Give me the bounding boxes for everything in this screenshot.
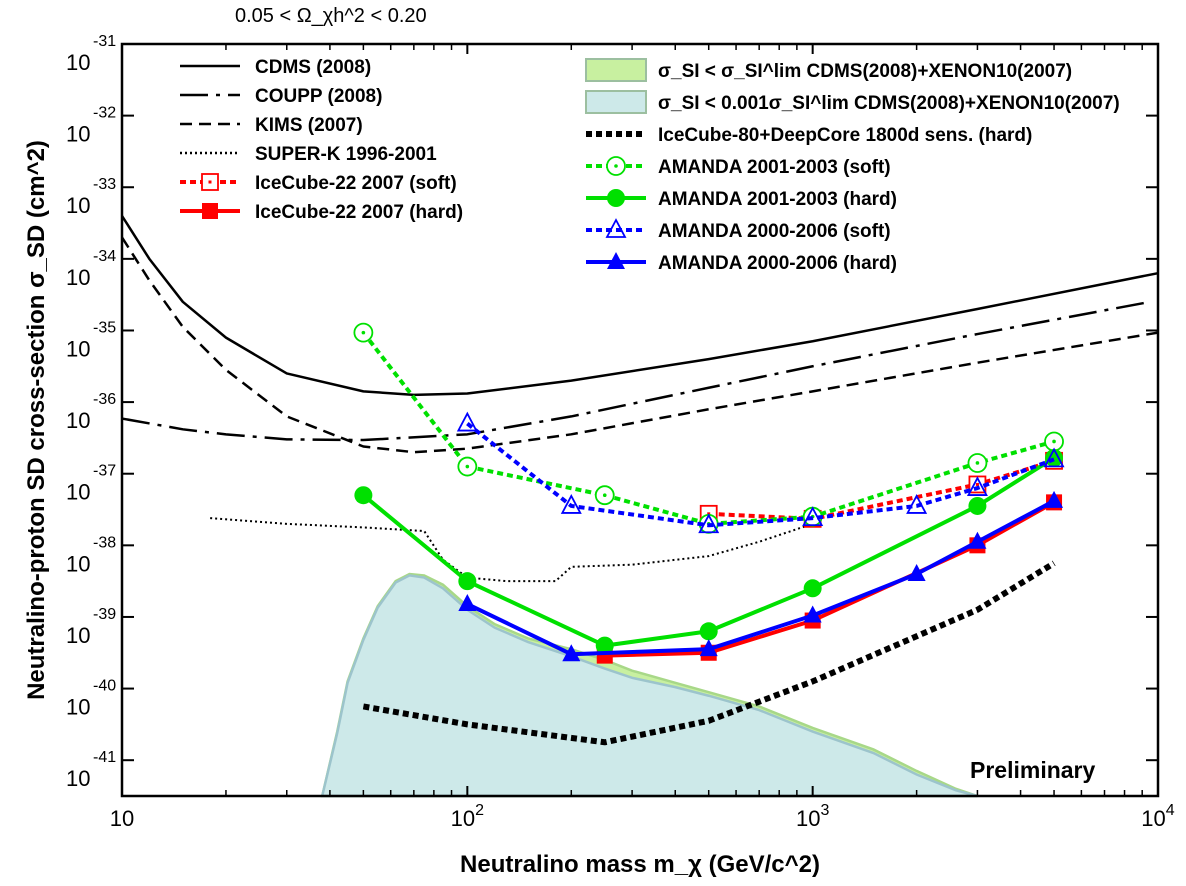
series-10-point-3	[803, 605, 822, 623]
y-tick-label-0: 10-31	[66, 33, 116, 75]
legend-right-label-1: σ_SI < 0.001σ_SI^lim CDMS(2008)+XENON10(…	[658, 93, 1120, 114]
legend-right-label-4: AMANDA 2001-2003 (hard)	[658, 189, 897, 210]
series-8-point-3	[699, 622, 718, 641]
series-line-6	[362, 560, 1056, 746]
legend-right-marker-5	[605, 218, 627, 238]
y-tick-label-10: 10-41	[66, 749, 116, 791]
region-1	[320, 574, 978, 798]
series-9-point-3	[802, 506, 824, 527]
legend-left-label-1: COUPP (2008)	[255, 86, 382, 107]
series-line-2	[120, 236, 1159, 454]
legend-left-label-0: CDMS (2008)	[255, 57, 371, 78]
series-9-point-5	[966, 476, 988, 496]
series-line-9	[466, 422, 1055, 528]
legend-left-marker-4	[201, 173, 219, 191]
legend-left-label-5: IceCube-22 2007 (hard)	[255, 202, 463, 223]
legend: CDMS (2008) COUPP (2008) KIMS (2007) SUPER-…	[180, 57, 1120, 274]
series-9-point-1	[560, 494, 582, 514]
y-tick-label-4: 10-35	[66, 319, 116, 361]
y-tick-label-7: 10-38	[66, 534, 116, 576]
series-10-point-1	[562, 644, 581, 662]
series-7-point-1	[457, 456, 478, 477]
x-tick-label-0: 10	[110, 806, 134, 831]
legend-right-marker-4	[607, 189, 625, 207]
legend-left-label-2: KIMS (2007)	[255, 115, 363, 136]
series-8-point-4	[803, 579, 822, 598]
legend-right-label-2: IceCube-80+DeepCore 1800d sens. (hard)	[658, 125, 1032, 146]
legend-left-label-3: SUPER-K 1996-2001	[255, 144, 437, 165]
series-9-point-0	[456, 411, 478, 432]
legend-right-swatch-1	[585, 90, 647, 114]
series-9-point-6	[1043, 447, 1065, 468]
series-line-1	[121, 300, 1151, 442]
series-group	[120, 215, 1159, 746]
series-8-point-6	[1045, 448, 1064, 467]
axis-ticks: 10 102 103 104 10-31 10-32 10-33 10-34 10-35 10-3…	[66, 33, 1175, 831]
header-annotation: 0.05 < Ω_χh^2 < 0.20	[235, 5, 427, 27]
series-8-point-2	[595, 636, 614, 655]
y-tick-label-1: 10-32	[66, 105, 116, 147]
series-10-point-4	[907, 563, 926, 581]
series-line-10	[466, 499, 1055, 657]
series-7-point-2	[594, 485, 615, 506]
series-10-point-2	[699, 639, 718, 657]
series-8-point-0	[354, 486, 373, 505]
series-8-point-1	[458, 572, 477, 591]
series-10-point-6	[1045, 490, 1064, 508]
x-axis-label: Neutralino mass m_χ (GeV/c^2)	[460, 851, 820, 878]
y-tick-label-9: 10-40	[66, 678, 116, 720]
series-line-0	[120, 215, 1159, 397]
y-tick-label-3: 10-34	[66, 248, 116, 290]
series-9-point-2	[698, 513, 720, 534]
plot-frame	[120, 42, 1160, 798]
series-9-point-4	[906, 494, 928, 514]
legend-left-label-4: IceCube-22 2007 (soft)	[255, 173, 457, 194]
y-tick-label-6: 10-37	[66, 463, 116, 505]
x-tick-label-2: 103	[796, 802, 829, 831]
series-7-point-0	[353, 322, 374, 343]
legend-right-marker-6	[607, 252, 625, 269]
series-line-3	[210, 517, 813, 583]
legend-right-label-0: σ_SI < σ_SI^lim CDMS(2008)+XENON10(2007)	[658, 61, 1072, 82]
y-tick-label-2: 10-33	[66, 176, 116, 218]
legend-right-label-5: AMANDA 2000-2006 (soft)	[658, 221, 891, 242]
series-10-point-5	[968, 531, 987, 549]
preliminary-label: Preliminary	[970, 757, 1095, 783]
series-8-point-5	[968, 496, 987, 515]
y-axis-label: Neutralino-proton SD cross-section σ_SD …	[23, 140, 50, 700]
legend-right-swatch-0	[585, 58, 647, 82]
legend-right-label-3: AMANDA 2001-2003 (soft)	[658, 157, 891, 178]
x-tick-label-3: 104	[1141, 802, 1174, 831]
legend-left-marker-5	[202, 203, 218, 219]
y-tick-label-5: 10-36	[66, 391, 116, 433]
legend-right-marker-3	[606, 156, 626, 176]
x-tick-label-1: 102	[451, 802, 484, 831]
series-7-point-5	[967, 453, 988, 473]
y-tick-label-8: 10-39	[66, 606, 116, 648]
legend-right-label-6: AMANDA 2000-2006 (hard)	[658, 253, 897, 274]
shaded-regions	[320, 572, 978, 798]
series-10-point-0	[458, 594, 477, 612]
